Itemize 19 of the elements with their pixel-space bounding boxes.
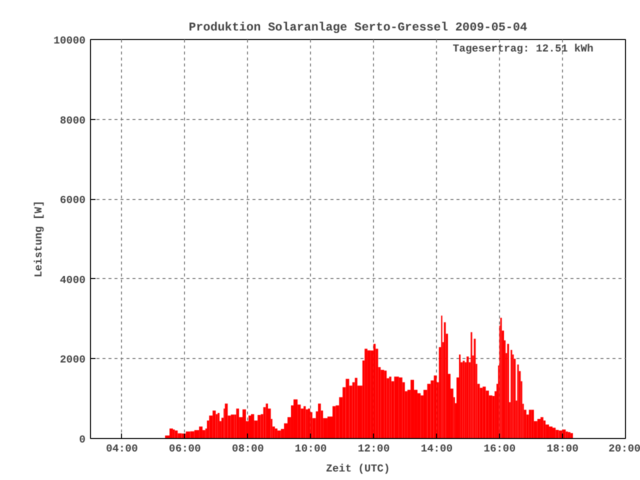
chart-title: Produktion Solaranlage Serto-Gressel 2009-05-04 — [188, 20, 528, 34]
x-tick-label: 16:00 — [484, 444, 516, 456]
y-tick-label: 10000 — [54, 36, 86, 48]
y-axis-title: Leistung [W] — [34, 200, 46, 278]
x-axis-title: Zeit (UTC) — [326, 464, 390, 476]
x-tick-label: 18:00 — [546, 444, 579, 456]
x-tick-label: 04:00 — [106, 444, 138, 456]
x-tick-label: 14:00 — [420, 444, 453, 456]
y-tick-label: 0 — [79, 434, 86, 446]
annotation: Tagesertrag: 12.51 kWh — [452, 43, 594, 56]
x-tick-label: 20:00 — [608, 444, 640, 456]
x-tick-label: 06:00 — [168, 444, 201, 456]
y-tick-label: 2000 — [60, 354, 86, 367]
x-tick-label: 12:00 — [358, 444, 390, 456]
y-tick-label: 6000 — [60, 195, 86, 208]
y-tick-label: 4000 — [60, 274, 86, 287]
y-tick-label: 8000 — [60, 115, 86, 128]
x-tick-label: 10:00 — [294, 444, 327, 456]
x-tick-label: 08:00 — [232, 444, 264, 456]
